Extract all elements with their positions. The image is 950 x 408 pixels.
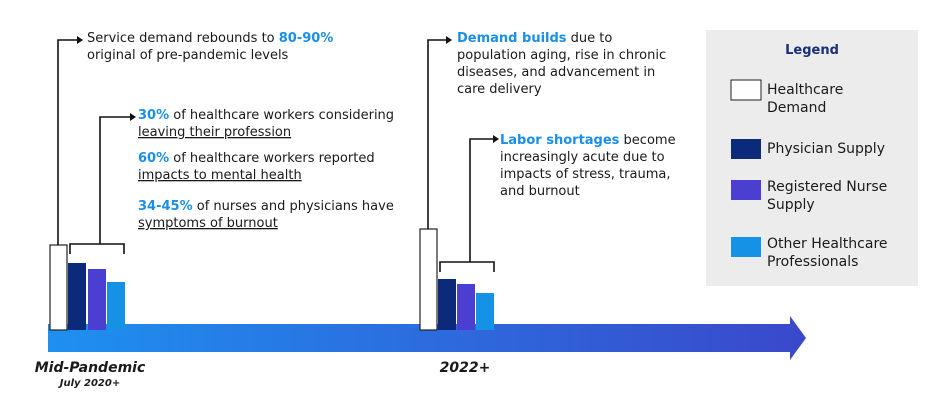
note: 60% of healthcare workers reported [138,151,375,166]
legend-swatch [731,237,761,257]
arrowhead [130,113,136,121]
connector [469,138,493,262]
nurse-bar [457,284,475,330]
legend-label: Professionals [767,254,858,270]
note-highlight: Demand builds [457,31,567,46]
note: impacts of stress, trauma, [500,167,670,182]
legend-label: Demand [767,100,826,116]
nurse-bar [88,269,106,330]
note-highlight: 34-45% [138,199,193,214]
physician-bar [68,263,86,330]
note-text: become [619,133,675,148]
period-date: July 2020+ [58,378,120,389]
note: Labor shortages become [500,133,676,148]
physician-bar [438,279,456,330]
other-bar [476,293,494,330]
note-text: of nurses and physicians have [193,199,394,214]
demand-bar [49,244,68,331]
note: leaving their profession [138,125,291,140]
arrowhead [77,36,83,44]
note: 30% of healthcare workers considering [138,108,394,123]
legend-title: Legend [785,43,839,58]
note-text: Service demand rebounds to [87,31,279,46]
note: Demand builds due to [457,31,612,46]
arrowhead [493,135,499,143]
note-highlight: 60% [138,151,169,166]
arrowhead [446,36,452,44]
legend-label: Supply [767,197,815,213]
bracket [69,243,125,254]
note: care delivery [457,82,542,97]
period-label: 2022+ [440,360,491,376]
other-bar [107,282,125,330]
note-highlight: 30% [138,108,169,123]
demand-bar [419,228,438,331]
note: and burnout [500,184,580,199]
legend-label: Other Healthcare [767,236,888,252]
note-highlight: Labor shortages [500,133,620,148]
note: original of pre-pandemic levels [87,48,289,63]
timeline-arrow [48,316,806,360]
note-highlight: 80-90% [279,31,334,46]
note-text: due to [567,31,613,46]
connector [99,116,130,244]
legend-swatch [731,180,761,200]
note: 34-45% of nurses and physicians have [138,199,394,214]
note: symptoms of burnout [138,216,278,231]
note: impacts to mental health [138,168,302,183]
bracket [439,261,495,272]
legend-swatch [731,139,761,159]
note: Service demand rebounds to 80-90% [87,31,333,46]
note-text: of healthcare workers reported [169,151,374,166]
note: population aging, rise in chronic [457,48,666,63]
legend-label: Healthcare [767,82,843,98]
period-label: Mid-Pandemic [35,360,146,376]
note-text: of healthcare workers considering [169,108,394,123]
legend-swatch [730,79,762,101]
connector [427,39,446,229]
connector [57,39,77,245]
note: diseases, and advancement in [457,65,655,80]
note: increasingly acute due to [500,150,665,165]
legend-label: Physician Supply [767,141,885,157]
legend-label: Registered Nurse [767,179,887,195]
